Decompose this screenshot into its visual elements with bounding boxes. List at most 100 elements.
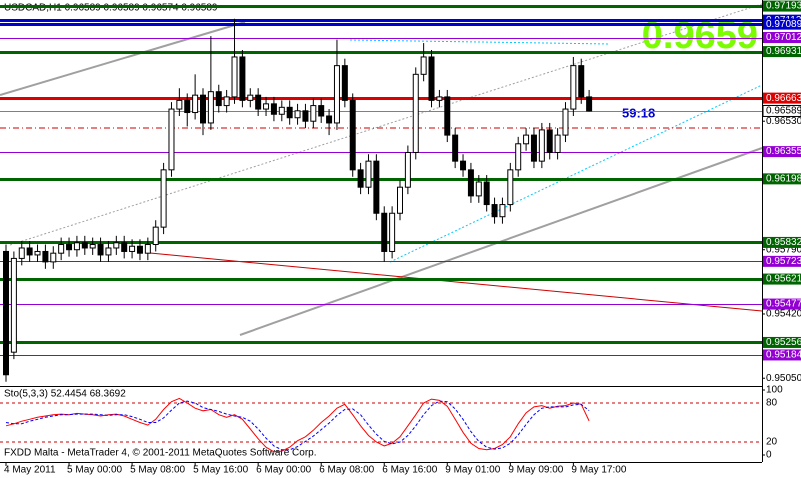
x-tick-label: 6 May 00:00 xyxy=(256,465,311,476)
trend-line xyxy=(389,84,763,263)
candle-body xyxy=(231,56,238,98)
candle-body xyxy=(318,105,325,117)
candle-body xyxy=(136,245,143,254)
candle-body xyxy=(365,160,372,188)
candle-body xyxy=(310,105,317,122)
candle-body xyxy=(81,242,88,249)
candle-body xyxy=(50,252,57,263)
level-label-box xyxy=(763,255,801,267)
level-label-box xyxy=(762,104,801,117)
candle-body xyxy=(381,212,388,252)
candle-body xyxy=(294,110,301,119)
candle-body xyxy=(200,94,206,124)
candle-body xyxy=(570,65,577,110)
chart-title: USDCAD,H1 0.96589 0.96589 0.96574 0.9658… xyxy=(4,3,218,14)
level-label: 0.96663 xyxy=(766,93,801,104)
level-label: 0.96931 xyxy=(766,46,801,57)
level-label: 0.97012 xyxy=(766,32,801,43)
candle-body xyxy=(373,160,380,214)
candle-body xyxy=(507,169,514,206)
candle-body xyxy=(97,244,104,256)
candle-body xyxy=(538,129,545,162)
candle-body xyxy=(34,250,41,256)
level-label: 0.96355 xyxy=(766,146,801,157)
level-label-box xyxy=(763,336,801,348)
candle-body xyxy=(10,257,17,353)
x-tick-label: 5 May 08:00 xyxy=(130,465,185,476)
candle-body xyxy=(176,99,183,110)
level-label-box xyxy=(763,0,801,12)
candle-body xyxy=(66,244,73,251)
level-label-box xyxy=(763,273,801,285)
x-tick-label: 9 May 17:00 xyxy=(571,465,626,476)
candle-body xyxy=(3,250,9,376)
candle-body xyxy=(349,99,356,171)
candle-body xyxy=(247,94,254,101)
y-tick-label: 0.96530 xyxy=(766,116,801,127)
candle-body xyxy=(444,96,451,136)
candle-body xyxy=(168,108,175,171)
candle-body xyxy=(18,247,25,259)
level-label: 0.95477 xyxy=(766,299,801,310)
level-label-box xyxy=(763,349,801,361)
candle-body xyxy=(586,96,593,112)
level-label: 0.95723 xyxy=(766,256,801,267)
candle-body xyxy=(255,94,262,110)
candle-body xyxy=(129,245,136,252)
candle-body xyxy=(428,56,435,101)
candle-body xyxy=(42,250,49,263)
x-tick-label: 5 May 16:00 xyxy=(193,465,248,476)
level-label: 0.97193 xyxy=(766,1,801,12)
candle-body xyxy=(160,169,167,228)
candle-body xyxy=(412,73,419,153)
candle-body xyxy=(515,143,522,171)
y-tick-label: 0 xyxy=(766,450,772,461)
candle-body xyxy=(278,106,285,115)
level-label: 0.96198 xyxy=(766,174,801,185)
candle-body xyxy=(105,247,112,256)
candle-body xyxy=(546,129,553,153)
candle-body xyxy=(89,244,96,249)
x-tick-label: 5 May 00:00 xyxy=(67,465,122,476)
candle-body xyxy=(121,242,128,252)
candle-body xyxy=(460,160,467,171)
candle-body xyxy=(475,181,482,197)
x-tick-label: 9 May 09:00 xyxy=(508,465,563,476)
candle-body xyxy=(192,94,199,114)
candle-body xyxy=(215,91,222,107)
x-tick-label: 6 May 08:00 xyxy=(319,465,374,476)
y-tick-label: 0.95420 xyxy=(766,309,801,320)
level-label-box xyxy=(763,18,801,30)
candle-body xyxy=(523,134,530,145)
trend-line xyxy=(149,252,763,312)
footer: FXDD Malta - MetaTrader 4, © 2001-2011 M… xyxy=(4,448,317,459)
candle-body xyxy=(184,99,191,114)
candle-body xyxy=(333,65,340,124)
candle-body xyxy=(26,247,33,256)
candle-body xyxy=(554,134,561,153)
candle-body xyxy=(404,151,411,188)
trend-line xyxy=(349,39,611,45)
candle-body xyxy=(263,103,270,110)
candle-body xyxy=(326,115,333,124)
level-label: 0.95256 xyxy=(766,337,801,348)
candle-body xyxy=(58,244,65,254)
candle-body xyxy=(397,186,403,214)
level-label-box xyxy=(763,236,801,248)
candle-body xyxy=(467,169,474,197)
candle-body xyxy=(389,212,396,252)
candle-body xyxy=(144,244,151,254)
candle-body xyxy=(420,56,427,75)
indicator-line xyxy=(5,400,590,451)
bar-timer: 59:18 xyxy=(622,105,655,120)
candle-body xyxy=(73,242,80,251)
level-label: 0.96589 xyxy=(766,106,801,117)
candle-body xyxy=(207,91,214,124)
candle-body xyxy=(499,204,506,218)
candle-body xyxy=(239,56,246,101)
level-label-box xyxy=(763,173,801,185)
y-tick-label: 0.95050 xyxy=(766,373,801,384)
candle-body xyxy=(302,110,309,122)
